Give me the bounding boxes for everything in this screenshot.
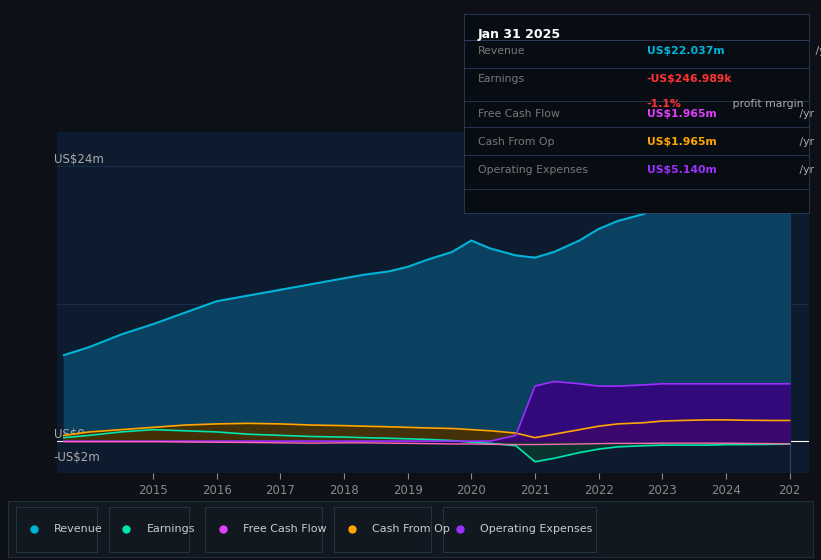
Text: /yr: /yr	[812, 46, 821, 56]
Text: Operating Expenses: Operating Expenses	[480, 524, 593, 534]
Text: Earnings: Earnings	[147, 524, 195, 534]
Text: Jan 31 2025: Jan 31 2025	[478, 28, 561, 41]
Text: /yr: /yr	[796, 109, 814, 119]
Text: Operating Expenses: Operating Expenses	[478, 165, 588, 175]
Text: -US$246.989k: -US$246.989k	[647, 73, 732, 83]
Text: Free Cash Flow: Free Cash Flow	[478, 109, 560, 119]
Text: US$1.965m: US$1.965m	[647, 109, 717, 119]
Text: Earnings: Earnings	[478, 73, 525, 83]
Text: Revenue: Revenue	[54, 524, 103, 534]
Text: -US$2m: -US$2m	[53, 451, 100, 464]
Text: profit margin: profit margin	[729, 100, 804, 110]
Text: Cash From Op: Cash From Op	[372, 524, 450, 534]
Text: US$1.965m: US$1.965m	[647, 137, 717, 147]
Text: /yr: /yr	[796, 165, 814, 175]
Text: US$22.037m: US$22.037m	[647, 46, 724, 56]
Text: Cash From Op: Cash From Op	[478, 137, 554, 147]
Text: US$0: US$0	[53, 428, 85, 441]
Text: Revenue: Revenue	[478, 46, 525, 56]
Text: US$24m: US$24m	[53, 153, 103, 166]
Text: -1.1%: -1.1%	[647, 100, 681, 110]
Text: US$5.140m: US$5.140m	[647, 165, 717, 175]
Text: Free Cash Flow: Free Cash Flow	[243, 524, 327, 534]
Text: /yr: /yr	[796, 137, 814, 147]
